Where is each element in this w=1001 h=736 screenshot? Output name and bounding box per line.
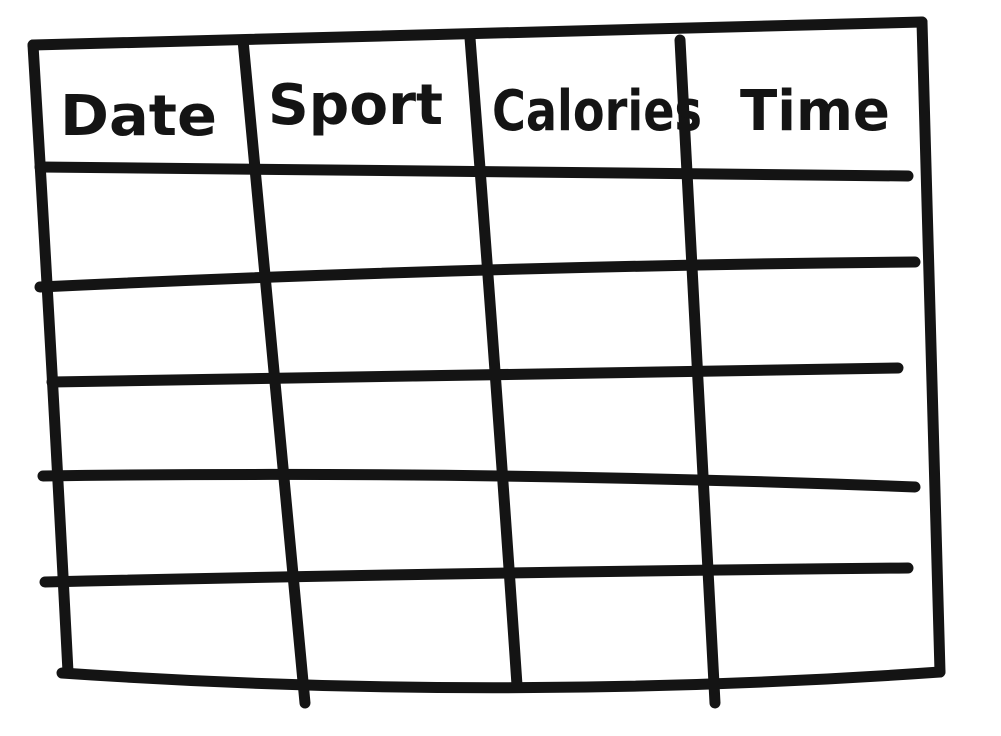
header-divider bbox=[34, 161, 914, 182]
row-divider-2 bbox=[46, 362, 904, 388]
row-divider-4 bbox=[39, 562, 914, 588]
table-frame-bottom bbox=[56, 666, 946, 694]
table-frame-right bbox=[916, 16, 946, 678]
header-sport: Sport bbox=[268, 73, 443, 138]
column-divider-3 bbox=[674, 34, 721, 709]
column-divider-2 bbox=[464, 32, 523, 691]
table-frame-top bbox=[27, 16, 928, 51]
column-divider-1 bbox=[237, 34, 311, 709]
row-divider-1 bbox=[34, 256, 921, 293]
row-divider-3 bbox=[37, 468, 921, 493]
header-time: Time bbox=[740, 79, 890, 144]
header-calories: Calories bbox=[492, 79, 702, 144]
header-date: Date bbox=[60, 84, 217, 149]
